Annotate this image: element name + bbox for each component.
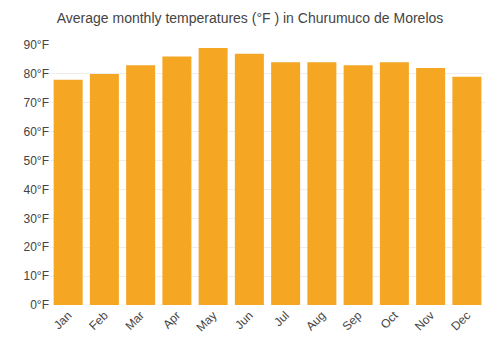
svg-text:Jun: Jun [232, 308, 256, 332]
svg-text:Apr: Apr [160, 308, 183, 331]
svg-text:0°F: 0°F [30, 298, 49, 312]
svg-text:90°F: 90°F [24, 38, 49, 52]
svg-text:50°F: 50°F [24, 154, 49, 168]
svg-text:Nov: Nov [412, 308, 437, 333]
svg-text:70°F: 70°F [24, 96, 49, 110]
svg-text:Mar: Mar [122, 308, 147, 333]
svg-text:Aug: Aug [303, 308, 328, 333]
svg-text:Sep: Sep [339, 308, 364, 333]
svg-text:May: May [194, 308, 220, 334]
svg-text:Average monthly temperatures (: Average monthly temperatures (°F ) in Ch… [57, 10, 444, 26]
svg-text:Jul: Jul [271, 308, 292, 329]
svg-text:10°F: 10°F [24, 269, 49, 283]
svg-text:40°F: 40°F [24, 183, 49, 197]
svg-text:Jan: Jan [51, 308, 75, 332]
svg-text:Oct: Oct [378, 308, 402, 332]
svg-text:30°F: 30°F [24, 212, 49, 226]
svg-text:Feb: Feb [86, 308, 111, 333]
svg-text:80°F: 80°F [24, 67, 49, 81]
svg-text:60°F: 60°F [24, 125, 49, 139]
svg-text:Dec: Dec [448, 308, 473, 333]
svg-text:20°F: 20°F [24, 240, 49, 254]
